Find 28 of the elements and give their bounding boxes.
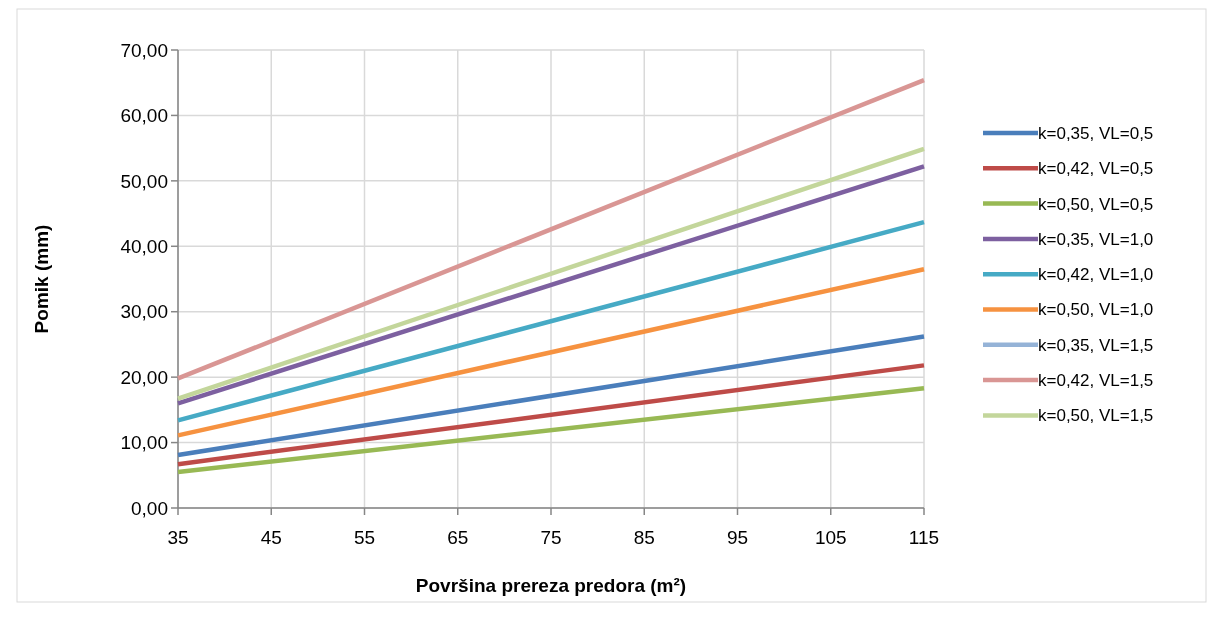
legend-label: k=0,42, VL=1,5 xyxy=(1038,371,1154,391)
x-tick-label: 115 xyxy=(908,527,940,548)
legend-label: k=0,50, VL=0,5 xyxy=(1038,194,1154,214)
legend-label: k=0,50, VL=1,5 xyxy=(1038,406,1154,426)
x-tick-label: 105 xyxy=(814,527,847,548)
legend-label: k=0,42, VL=0,5 xyxy=(1038,159,1154,179)
y-tick-label: 0,00 xyxy=(131,497,168,519)
y-tick-label: 40,00 xyxy=(120,235,168,257)
x-axis-title: Površina prereza predora (m²) xyxy=(415,575,687,596)
x-tick-label: 45 xyxy=(260,527,282,548)
x-tick-label: 65 xyxy=(447,527,469,548)
x-tick-label: 55 xyxy=(353,527,376,548)
y-tick-label: 60,00 xyxy=(120,105,168,127)
legend-label: k=0,50, VL=1,0 xyxy=(1038,300,1154,320)
legend-label: k=0,35, VL=1,5 xyxy=(1038,335,1154,355)
y-tick-label: 70,00 xyxy=(120,39,168,61)
x-tick-label: 95 xyxy=(726,527,749,548)
legend-label: k=0,35, VL=0,5 xyxy=(1038,123,1154,143)
y-tick-label: 50,00 xyxy=(120,170,168,192)
legend-label: k=0,42, VL=1,0 xyxy=(1038,265,1154,285)
x-tick-label: 85 xyxy=(633,527,655,548)
legend-label: k=0,35, VL=1,0 xyxy=(1038,229,1154,249)
y-axis-title: Pomik (mm) xyxy=(31,224,52,334)
y-tick-label: 20,00 xyxy=(120,366,168,388)
x-tick-label: 35 xyxy=(167,527,189,548)
y-tick-label: 30,00 xyxy=(120,301,168,323)
y-tick-label: 10,00 xyxy=(120,432,168,454)
x-tick-label: 75 xyxy=(540,527,562,548)
